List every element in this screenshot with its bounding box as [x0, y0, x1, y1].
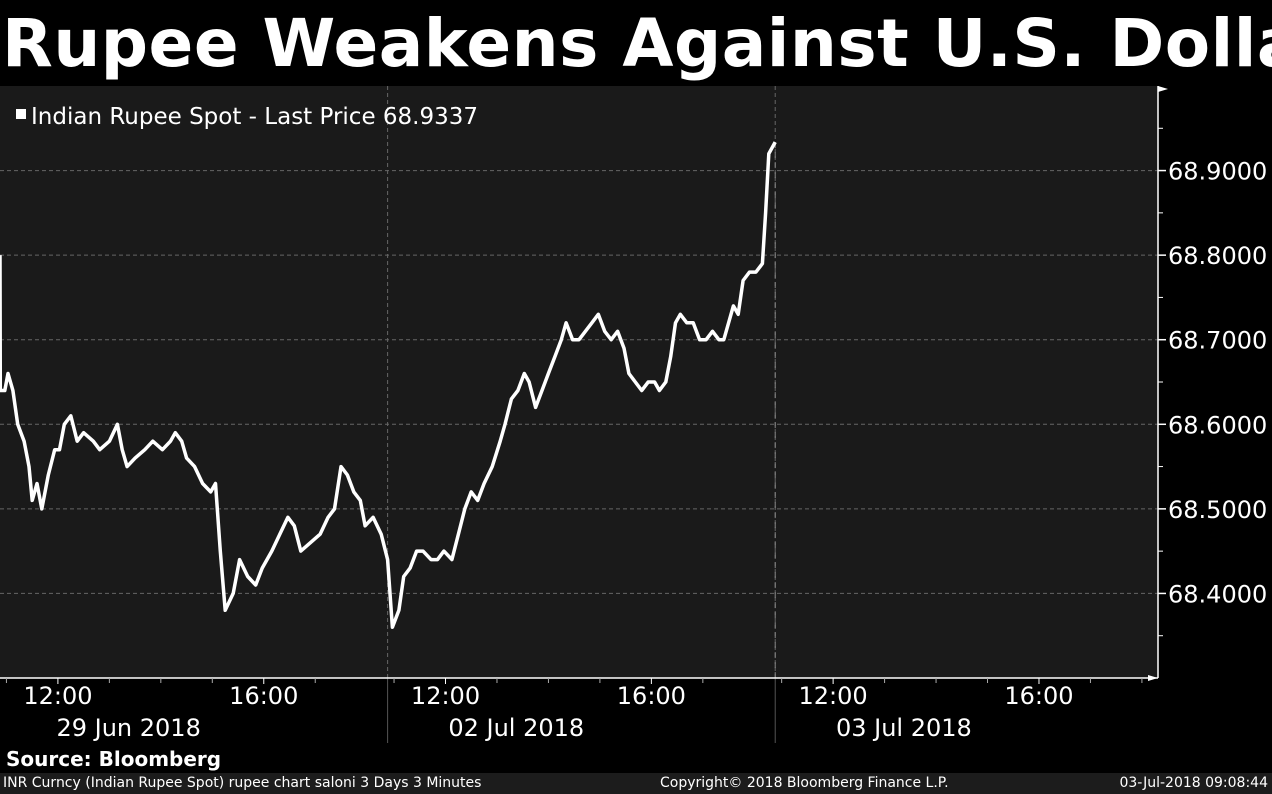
y-tick-label: 68.7000: [1168, 327, 1267, 355]
footer-left: INR Curncy (Indian Rupee Spot) rupee cha…: [3, 775, 482, 791]
y-axis-arrow: [1158, 86, 1168, 92]
chart: 68.9000 68.8000 68.7000 68.6000 68.5000 68.40…: [0, 86, 1267, 743]
x-time-label: 12:00: [799, 682, 868, 710]
source-note: Source: Bloomberg: [6, 747, 222, 771]
legend-label: Indian Rupee Spot - Last Price 68.9337: [31, 104, 478, 130]
x-date-label: 02 Jul 2018: [448, 714, 584, 742]
gridlines: [0, 86, 1158, 678]
tick-labels: 68.9000 68.8000 68.7000 68.6000 68.5000 68.40…: [23, 158, 1267, 742]
legend: Indian Rupee Spot - Last Price 68.9337: [16, 104, 478, 130]
x-time-label: 16:00: [617, 682, 686, 710]
x-time-label: 12:00: [411, 682, 480, 710]
footer-bar: INR Curncy (Indian Rupee Spot) rupee cha…: [0, 773, 1272, 794]
y-tick-label: 68.9000: [1168, 158, 1267, 186]
y-tick-label: 68.8000: [1168, 242, 1267, 270]
x-date-label: 29 Jun 2018: [56, 714, 200, 742]
x-time-label: 16:00: [1004, 682, 1073, 710]
series-line-indian-rupee-spot: [0, 141, 777, 630]
x-time-label: 16:00: [229, 682, 298, 710]
series: [0, 141, 777, 630]
x-time-label: 12:00: [23, 682, 92, 710]
legend-swatch: [16, 109, 26, 119]
footer-copyright: Copyright© 2018 Bloomberg Finance L.P.: [660, 775, 949, 791]
chart-title: Rupee Weakens Against U.S. Dollar: [2, 5, 1272, 82]
plot-area: [0, 86, 1158, 678]
axes: [0, 86, 1168, 743]
x-date-label: 03 Jul 2018: [836, 714, 972, 742]
footer-timestamp: 03-Jul-2018 09:08:44: [1119, 775, 1268, 791]
x-axis-arrow: [1148, 675, 1158, 681]
y-tick-label: 68.4000: [1168, 580, 1267, 608]
y-tick-label: 68.6000: [1168, 411, 1267, 439]
y-tick-label: 68.5000: [1168, 496, 1267, 524]
